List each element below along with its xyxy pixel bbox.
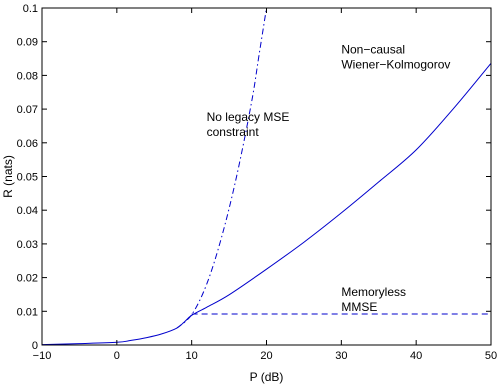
y-tick-label: 0.09: [17, 37, 38, 49]
x-tick-label: 20: [260, 350, 272, 362]
y-tick-label: 0: [32, 340, 38, 352]
y-tick-label: 0.1: [23, 3, 38, 15]
y-tick-label: 0.06: [17, 138, 38, 150]
x-tick-label: 40: [410, 350, 422, 362]
annotation-line: Non−causal: [341, 42, 405, 56]
annotation-line: constraint: [207, 125, 260, 139]
plot-area: [42, 8, 491, 345]
series-layer: [41, 7, 492, 346]
annotation-line: Memoryless: [341, 285, 406, 299]
annotation-line: Wiener−Kolmogorov: [341, 57, 450, 71]
x-tick-label: −10: [33, 350, 52, 362]
y-tick-label: 0.04: [17, 205, 38, 217]
annotation-line: No legacy MSE: [207, 110, 290, 124]
y-tick-label: 0.05: [17, 172, 38, 184]
series-line-dashdot: [176, 7, 267, 329]
y-tick-label: 0.03: [17, 239, 38, 251]
y-tick-label: 0.07: [17, 104, 38, 116]
ticks-layer: −10 0 10 20 30 40 5000.010.020.030.040.050.060…: [17, 3, 498, 362]
x-tick-label: 10: [186, 350, 198, 362]
x-tick-label: 50: [485, 350, 497, 362]
x-tick-label: 30: [335, 350, 347, 362]
series-line-solid: [41, 62, 492, 346]
annotation-line: MMSE: [341, 300, 377, 314]
y-tick-label: 0.02: [17, 273, 38, 285]
y-tick-label: 0.01: [17, 306, 38, 318]
x-axis-label: P (dB): [250, 370, 284, 384]
y-tick-label: 0.08: [17, 70, 38, 82]
y-axis-label: R (nats): [1, 155, 15, 198]
x-tick-label: 0: [114, 350, 120, 362]
